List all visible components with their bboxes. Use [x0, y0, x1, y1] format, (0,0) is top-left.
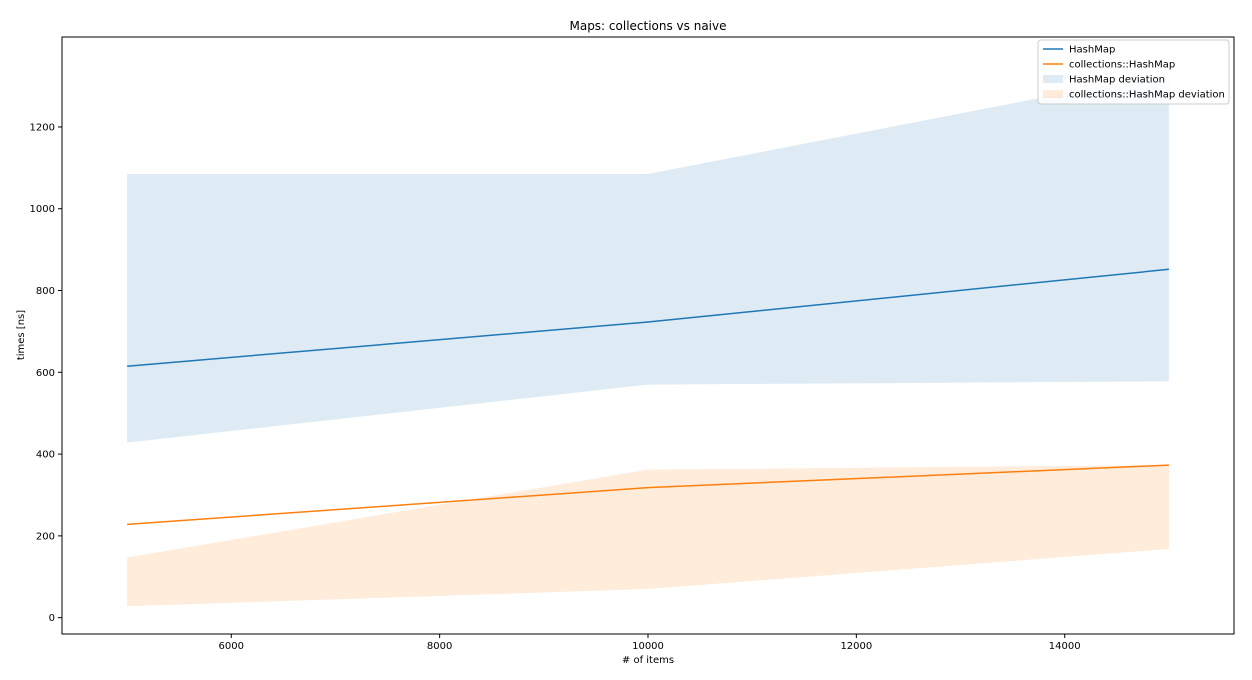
series-lines: [127, 268, 1169, 526]
y-tick-label: 800: [36, 286, 55, 297]
y-tick-label: 1000: [30, 204, 55, 215]
legend-box: [1037, 39, 1230, 105]
series-line-1: [127, 464, 1169, 526]
chart-title: Maps: collections vs naive: [569, 19, 726, 33]
x-tick-label: 10000: [632, 641, 664, 652]
legend-label: HashMap: [1069, 45, 1115, 56]
y-tick-label: 0: [49, 613, 55, 624]
y-tick-label: 200: [36, 531, 55, 542]
deviation-band-1: [127, 465, 1169, 607]
deviation-band-0: [127, 73, 1169, 443]
deviation-bands: [127, 73, 1169, 607]
y-tick-label: 600: [36, 368, 55, 379]
y-tick-label: 400: [36, 450, 55, 461]
x-axis-label: # of items: [622, 655, 674, 666]
legend-patch-swatch: [1043, 90, 1063, 98]
x-tick-label: 14000: [1049, 641, 1081, 652]
x-tick-label: 6000: [219, 641, 244, 652]
x-tick-label: 12000: [840, 641, 872, 652]
legend-label: collections::HashMap deviation: [1069, 90, 1225, 101]
series-line-0: [127, 268, 1169, 367]
x-tick-label: 8000: [427, 641, 452, 652]
legend-label: HashMap deviation: [1069, 75, 1165, 86]
legend-label: collections::HashMap: [1069, 60, 1175, 71]
y-axis: 0 200 400 600 800 1000 1200: [30, 122, 62, 624]
legend-patch-swatch: [1043, 75, 1063, 83]
x-axis: 6000 8000 10000 12000 14000: [219, 634, 1081, 652]
y-axis-label: times [ns]: [16, 310, 27, 360]
y-tick-label: 1200: [30, 122, 55, 133]
